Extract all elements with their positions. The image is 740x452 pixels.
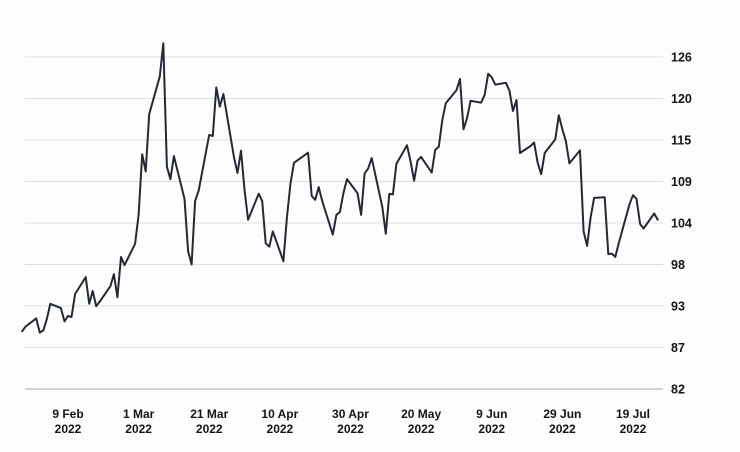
y-axis-label: 115 (671, 134, 691, 148)
y-axis-label: 98 (671, 258, 685, 272)
x-axis-label-date: 9 Jun (476, 407, 507, 421)
x-axis-label-date: 1 Mar (123, 407, 155, 421)
y-axis-label: 93 (671, 300, 685, 314)
x-axis-label-year: 2022 (549, 422, 576, 436)
x-axis-label-year: 2022 (337, 422, 364, 436)
x-axis-label-year: 2022 (55, 422, 82, 436)
y-axis-label: 82 (671, 383, 685, 397)
gridlines (25, 56, 663, 390)
x-axis-label-date: 21 Mar (190, 407, 228, 421)
x-axis-label-date: 20 May (401, 407, 441, 421)
x-axis-label-date: 30 Apr (332, 407, 369, 421)
y-axis-labels: 126 120 115 109 104 98 93 87 82 (671, 51, 692, 397)
y-axis-label: 120 (671, 92, 692, 106)
x-axis-label-year: 2022 (478, 422, 505, 436)
x-axis-label-year: 2022 (408, 422, 435, 436)
price-line-series (21, 42, 659, 334)
x-axis-label-year: 2022 (196, 422, 223, 436)
y-axis-label: 104 (671, 217, 692, 231)
y-axis-label: 109 (671, 175, 692, 189)
x-axis-label-year: 2022 (620, 422, 647, 436)
x-axis-label-year: 2022 (125, 422, 152, 436)
x-axis-label-date: 9 Feb (52, 407, 83, 421)
y-axis-label: 126 (671, 51, 692, 65)
x-axis-label-date: 19 Jul (616, 407, 650, 421)
y-axis-label: 87 (671, 341, 685, 355)
x-axis-label-year: 2022 (267, 422, 294, 436)
x-axis-label-date: 29 Jun (543, 407, 581, 421)
x-axis-label-date: 10 Apr (261, 407, 298, 421)
